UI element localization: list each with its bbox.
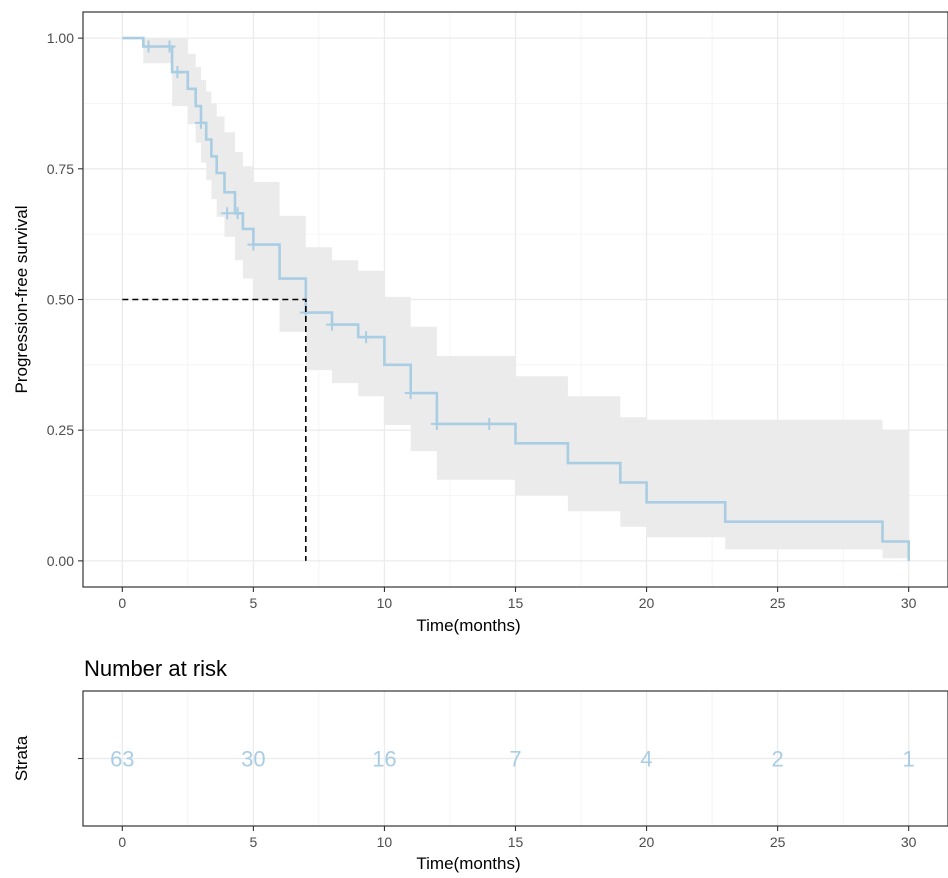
risk-x-tick-label-2: 10	[377, 834, 393, 850]
risk-counts: 63 30 16 7 4 2 1	[110, 747, 915, 772]
censor-mark-0	[142, 40, 155, 53]
censor-mark-6	[247, 238, 260, 251]
survival-y-tick-label-3: 0.75	[47, 161, 74, 177]
risk-table-x-axis: 0 5 10 15 20 25 30	[118, 826, 917, 850]
survival-x-tick-label-5: 25	[770, 595, 786, 611]
survival-x-tick-label-3: 15	[508, 595, 524, 611]
survival-curve	[122, 36, 910, 561]
risk-count-0: 63	[110, 747, 134, 772]
risk-table-panel: Number at risk 63 30 16 7 4 2 1 0 5 10 15 20 25 30 T…	[12, 656, 948, 873]
survival-y-axis: 0.00 0.25 0.50 0.75 1.00	[47, 30, 83, 569]
censor-mark-2	[171, 66, 184, 79]
risk-x-tick-label-5: 25	[770, 834, 786, 850]
survival-x-axis: 0 5 10 15 20 25 30	[118, 587, 917, 611]
risk-table-title: Number at risk	[84, 656, 228, 681]
risk-count-6: 1	[903, 747, 915, 772]
censor-mark-4	[221, 207, 234, 220]
censor-mark-9	[360, 331, 373, 344]
survival-x-tick-label-6: 30	[901, 595, 917, 611]
censor-mark-3	[194, 116, 207, 129]
censor-mark-8	[326, 318, 339, 331]
survival-x-axis-title: Time(months)	[416, 616, 520, 635]
survival-x-tick-label-2: 10	[377, 595, 393, 611]
survival-plot-panel: 0 5 10 15 20 25 30 0.00 0.25 0.50 0.75 1.00 Time(m…	[12, 11, 948, 635]
confidence-band	[122, 38, 909, 561]
risk-table-x-axis-title: Time(months)	[416, 854, 520, 873]
censor-mark-5	[231, 207, 244, 220]
survival-y-tick-label-0: 0.00	[47, 553, 74, 569]
censor-marks	[142, 40, 496, 430]
survival-x-tick-label-1: 5	[249, 595, 257, 611]
risk-count-4: 4	[640, 747, 652, 772]
risk-x-tick-label-3: 15	[508, 834, 524, 850]
survival-x-tick-label-4: 20	[639, 595, 655, 611]
risk-x-tick-label-6: 30	[901, 834, 917, 850]
risk-x-tick-label-0: 0	[118, 834, 126, 850]
risk-table-grid	[83, 691, 948, 826]
censor-mark-1	[163, 40, 176, 53]
survival-y-tick-label-4: 1.00	[47, 30, 74, 46]
survival-x-tick-label-0: 0	[118, 595, 126, 611]
risk-count-3: 7	[509, 747, 521, 772]
survival-y-axis-title: Progression-free survival	[12, 205, 31, 393]
censor-mark-12	[483, 417, 496, 430]
censor-mark-10	[404, 387, 417, 400]
risk-count-1: 30	[241, 747, 265, 772]
risk-x-tick-label-4: 20	[639, 834, 655, 850]
risk-count-2: 16	[372, 747, 396, 772]
survival-y-tick-label-2: 0.50	[47, 292, 74, 308]
censor-mark-11	[430, 417, 443, 430]
risk-table-y-axis-title: Strata	[12, 735, 31, 781]
median-survival-line	[122, 298, 307, 561]
risk-count-5: 2	[771, 747, 783, 772]
risk-x-tick-label-1: 5	[249, 834, 257, 850]
survival-y-tick-label-1: 0.25	[47, 422, 74, 438]
